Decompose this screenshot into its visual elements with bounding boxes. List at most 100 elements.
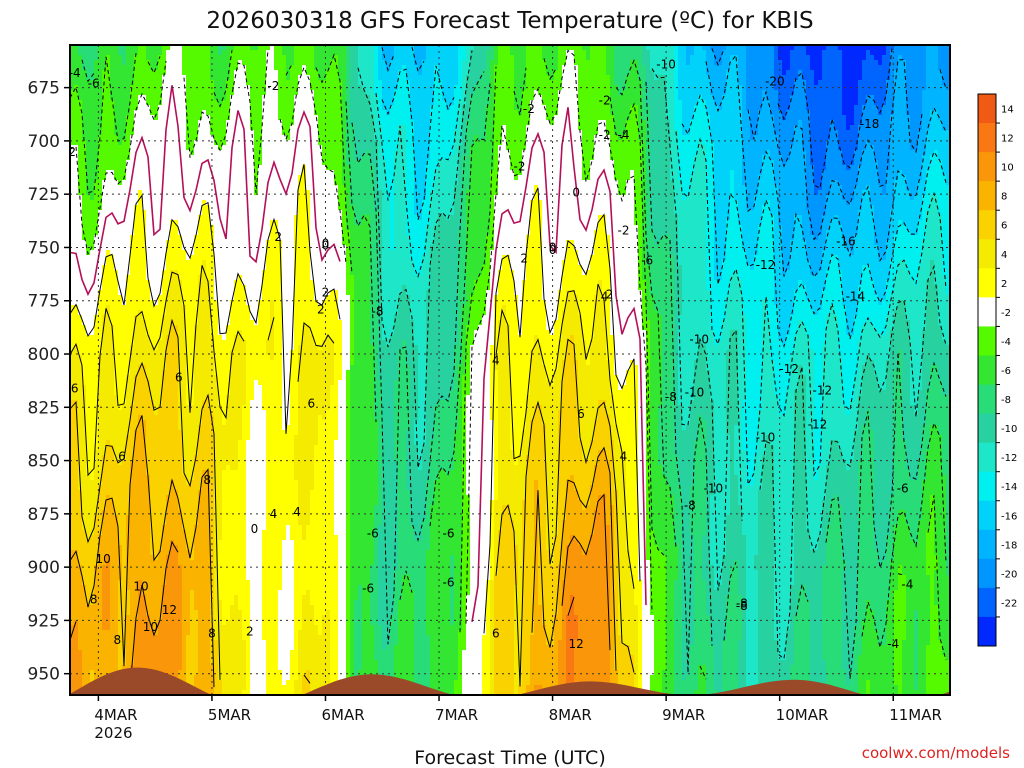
colorbar-swatch <box>978 268 996 298</box>
contour-value-label: 2 <box>274 230 282 244</box>
isotherm-contour <box>543 58 557 81</box>
y-tick-label: 850 <box>28 452 60 472</box>
y-tick-label: 675 <box>28 79 60 99</box>
x-tick-label: 7MAR <box>435 706 478 724</box>
colorbar-swatch <box>978 152 996 182</box>
isotherm-contour <box>897 573 905 576</box>
x-tick-label: 6MAR <box>321 706 364 724</box>
isotherm-contour <box>675 131 947 487</box>
colorbar-label: -14 <box>1001 482 1017 493</box>
isotherm-contour <box>825 352 947 679</box>
contour-value-label: -4 <box>887 637 899 651</box>
colorbar-label: 2 <box>1001 279 1007 290</box>
contour-value-label: -4 <box>901 577 913 591</box>
x-tick-label: 11MAR <box>889 706 942 724</box>
colorbar-label: -18 <box>1001 540 1017 551</box>
y-tick-label: 700 <box>28 132 60 152</box>
isotherm-contour <box>465 49 653 624</box>
y-tick-label: 750 <box>28 238 60 258</box>
isotherm-contour <box>81 59 95 83</box>
contour-value-label: 0 <box>251 522 259 536</box>
isotherm-contour <box>645 81 713 673</box>
contour-value-label: -2 <box>618 224 630 238</box>
colorbar-frame <box>977 93 997 647</box>
colorbar-swatch <box>978 442 996 473</box>
isotherm-contour <box>531 446 617 671</box>
colorbar-label: 10 <box>1001 163 1014 174</box>
chart-title: 2026030318 GFS Forecast Temperature (ºC)… <box>206 8 813 34</box>
contour-value-label: -16 <box>836 234 856 248</box>
isotherm-contour <box>297 322 335 382</box>
isotherm-contour <box>711 48 725 67</box>
isotherm-contour <box>471 107 647 623</box>
isotherm-contour <box>357 50 473 469</box>
x-tick-year-label: 2026 <box>94 724 132 742</box>
colorbar-swatch <box>978 239 996 269</box>
contour-value-label: -6 <box>362 582 374 596</box>
colorbar-label: -8 <box>1001 395 1011 406</box>
isotherm-contour <box>759 264 947 660</box>
contour-value-label: 4 <box>601 290 609 304</box>
contour-value-label: -4 <box>618 128 630 142</box>
contour-value-label: 4 <box>620 450 628 464</box>
contour-value-label: 8 <box>113 633 121 647</box>
contour-value-label: 0 <box>549 243 557 257</box>
isotherm-contour <box>459 66 497 633</box>
isotherm-contour <box>747 59 923 241</box>
contour-value-label: 6 <box>577 407 585 421</box>
colorbar-swatch <box>978 558 996 589</box>
contour-value-label: 2 <box>246 624 254 638</box>
contour-value-label: -6 <box>367 526 379 540</box>
colorbar-label: 14 <box>1001 105 1014 116</box>
contour-value-label: 10 <box>133 580 148 594</box>
colorbar-swatch <box>978 210 996 240</box>
colorbar-swatch <box>978 94 996 124</box>
colorbar-swatch <box>978 413 996 444</box>
y-tick-label: 875 <box>28 505 60 525</box>
isotherm-contour <box>213 50 233 108</box>
y-tick-label: 925 <box>28 611 60 631</box>
contour-value-label: 0 <box>572 185 580 199</box>
colorbar-swatch <box>978 529 996 560</box>
contour-value-label: 6 <box>175 371 183 385</box>
contour-value-label: -14 <box>846 290 866 304</box>
contour-value-label: -20 <box>765 75 785 89</box>
x-tick-label: 4MAR <box>94 706 137 724</box>
x-tick-label: 9MAR <box>662 706 705 724</box>
isotherm-contour <box>927 495 947 661</box>
plot-area: -4-4-2-2-200224466810864200-6-12-6-8-6-2… <box>70 45 950 695</box>
contour-value-label: -2 <box>599 128 611 142</box>
isotherm-contour <box>699 665 707 680</box>
x-tick-label: 10MAR <box>776 706 829 724</box>
grid-layer <box>70 45 950 695</box>
contour-value-label: -10 <box>756 430 776 444</box>
isotherm-contour <box>315 53 353 274</box>
contour-value-label: 8 <box>203 473 211 487</box>
colorbar-label: -4 <box>1001 337 1011 348</box>
isotherm-contour <box>70 85 341 297</box>
isotherm-contour <box>513 67 527 116</box>
credit-link[interactable]: coolwx.com/models <box>862 744 1010 762</box>
plot-frame <box>69 44 951 696</box>
isotherm-contour <box>411 46 425 73</box>
contour-value-label: -8 <box>372 305 384 319</box>
colorbar-swatch <box>978 297 996 327</box>
contour-value-label: -10 <box>656 57 676 71</box>
isotherm-contour <box>429 83 491 527</box>
contour-value-label: -2 <box>267 79 279 93</box>
contour-value-label: -8 <box>736 597 748 611</box>
isotherm-contour <box>777 48 893 189</box>
x-tick-label: 5MAR <box>208 706 251 724</box>
y-axis: 675 700 725 750 775 800 825 850 875 900 925 950 <box>28 79 70 685</box>
isotherm-contour <box>651 68 743 591</box>
contour-value-label: 6 <box>492 627 500 641</box>
ground-surface <box>70 667 950 695</box>
colorbar-label: -16 <box>1001 511 1017 522</box>
colorbar-label: -6 <box>1001 366 1011 377</box>
contour-value-label: 4 <box>270 507 278 521</box>
contour-value-label: 6 <box>71 381 79 395</box>
contour-value-label: 2 <box>606 288 614 302</box>
y-tick-label: 950 <box>28 665 60 685</box>
isotherm-contour <box>70 53 137 194</box>
